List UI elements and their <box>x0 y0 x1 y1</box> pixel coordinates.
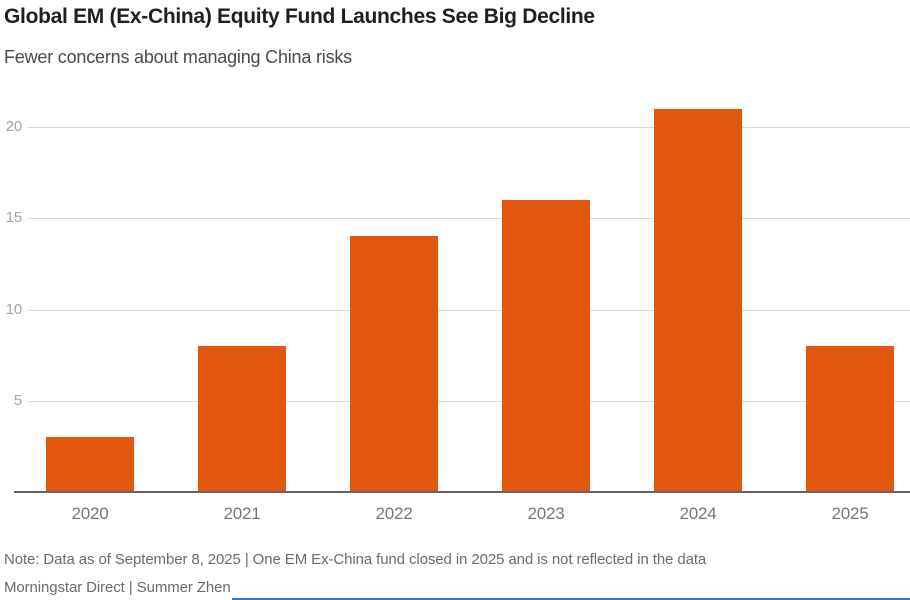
note-text: Note: Data as of September 8, 2025 | One… <box>4 551 707 568</box>
bottom-accent-line <box>232 598 910 600</box>
gridline-10 <box>28 310 910 311</box>
chart-subtitle: Fewer concerns about managing China risk… <box>4 47 352 67</box>
x-axis-tick-label: 2020 <box>71 504 109 523</box>
y-axis-tick-label: 20 <box>5 118 22 135</box>
x-axis-tick-label: 2021 <box>223 504 261 523</box>
bar-2023 <box>502 200 590 492</box>
bar-2024 <box>654 109 742 492</box>
source-text: Morningstar Direct | Summer Zhen <box>4 579 231 596</box>
x-axis-baseline <box>14 491 910 493</box>
x-axis-tick-label: 2024 <box>679 504 717 523</box>
x-axis-tick-label: 2025 <box>831 504 869 523</box>
gridline-15 <box>28 218 910 219</box>
chart-title: Global EM (Ex-China) Equity Fund Launche… <box>4 5 595 28</box>
x-axis-tick-label: 2022 <box>375 504 413 523</box>
gridline-5 <box>28 401 910 402</box>
y-axis-tick-label: 5 <box>13 392 22 409</box>
y-axis-tick-label: 10 <box>5 301 22 318</box>
bar-2025 <box>806 346 894 492</box>
bar-2022 <box>350 236 438 492</box>
gridline-20 <box>28 127 910 128</box>
bar-2021 <box>198 346 286 492</box>
x-axis-tick-label: 2023 <box>527 504 565 523</box>
bar-2020 <box>46 437 134 492</box>
y-axis-tick-label: 15 <box>5 209 22 226</box>
